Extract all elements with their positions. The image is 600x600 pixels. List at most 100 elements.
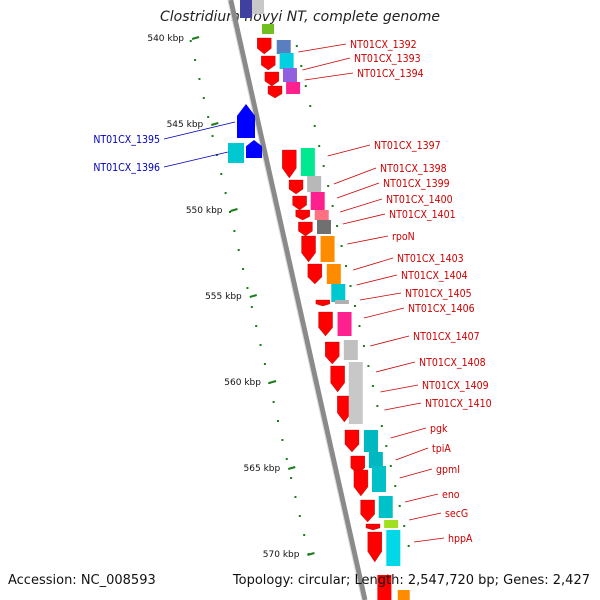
gene-block bbox=[314, 210, 329, 220]
tick-dot bbox=[224, 192, 227, 194]
gene-block bbox=[320, 236, 335, 262]
gene-block bbox=[343, 340, 358, 360]
gene-label-connector bbox=[333, 167, 377, 185]
gene-label: NT01CX_1408 bbox=[419, 357, 486, 369]
gene-label-connector bbox=[356, 274, 398, 286]
gene-label: eno bbox=[442, 489, 460, 501]
gene-label-connector bbox=[390, 427, 427, 439]
gene-label-connector bbox=[363, 307, 405, 319]
gene-label: tpiA bbox=[432, 443, 451, 455]
gene-arrow-forward bbox=[257, 37, 272, 55]
major-tick bbox=[230, 208, 238, 212]
tick-dot bbox=[194, 59, 197, 61]
tick-dot bbox=[318, 145, 321, 147]
gene-label-connector bbox=[304, 72, 354, 81]
gene-block bbox=[240, 0, 252, 18]
gene-arrow-forward bbox=[298, 221, 313, 237]
tick-label: 565 kbp bbox=[244, 464, 281, 474]
tick-label: 570 kbp bbox=[263, 550, 300, 560]
gene-label-connector bbox=[336, 182, 380, 199]
gene-arrow-forward bbox=[367, 531, 382, 563]
gene-arrow-reverse bbox=[246, 140, 262, 158]
gene-label-connector bbox=[298, 43, 347, 53]
gene-arrow-forward bbox=[330, 365, 345, 393]
tick-dot bbox=[358, 325, 361, 327]
major-tick bbox=[268, 380, 277, 384]
gene-label: pgk bbox=[430, 423, 448, 435]
gene-label: gpmI bbox=[436, 464, 460, 476]
gene-block bbox=[368, 452, 383, 468]
tick-dot bbox=[349, 285, 352, 287]
gene-label: NT01CX_1399 bbox=[383, 178, 450, 190]
tick-dot bbox=[376, 405, 379, 407]
gene-label-connector bbox=[163, 151, 229, 168]
tick-dot bbox=[362, 345, 365, 347]
gene-label: hppA bbox=[448, 533, 473, 545]
tick-label: 545 kbp bbox=[167, 120, 204, 130]
gene-label-connector bbox=[409, 512, 442, 521]
gene-block bbox=[252, 0, 264, 14]
gene-arrow-forward bbox=[301, 235, 316, 263]
tick-dot bbox=[198, 78, 201, 80]
gene-arrow-forward bbox=[344, 429, 360, 453]
tick-dot bbox=[290, 477, 293, 479]
gene-label-connector bbox=[380, 384, 419, 393]
tick-dot bbox=[336, 225, 339, 227]
tick-label: 560 kbp bbox=[224, 378, 261, 388]
gene-block bbox=[386, 530, 401, 566]
major-tick bbox=[249, 294, 258, 298]
gene-block bbox=[384, 520, 399, 528]
tick-label: 540 kbp bbox=[147, 34, 184, 44]
map-title: Clostridium novyi NT, complete genome bbox=[159, 9, 441, 25]
gene-label: NT01CX_1405 bbox=[405, 288, 472, 300]
tick-dot bbox=[246, 287, 249, 289]
gene-block bbox=[331, 284, 346, 302]
gene-label-connector bbox=[413, 537, 445, 543]
gene-label-connector bbox=[370, 335, 410, 347]
gene-block bbox=[276, 40, 291, 54]
tick-dot bbox=[281, 439, 284, 441]
gene-label-connector bbox=[342, 213, 386, 225]
gene-block bbox=[363, 430, 378, 452]
gene-label: rpoN bbox=[392, 231, 415, 243]
gene-label-connector bbox=[375, 361, 416, 373]
gene-block bbox=[310, 192, 325, 210]
gene-label-connector bbox=[340, 198, 383, 213]
gene-block bbox=[378, 496, 393, 518]
tick-dot bbox=[242, 268, 245, 270]
tick-dot bbox=[331, 205, 334, 207]
tick-dot bbox=[367, 365, 370, 367]
tick-dot bbox=[207, 116, 210, 118]
gene-block bbox=[397, 590, 410, 600]
tick-dot bbox=[298, 515, 301, 517]
tick-dot bbox=[237, 249, 240, 251]
gene-labels: NT01CX_1392 NT01CX_1393 NT01CX_1394 NT01CX_… bbox=[93, 39, 491, 545]
gene-label: NT01CX_1393 bbox=[354, 53, 421, 65]
gene-label: NT01CX_1407 bbox=[413, 331, 480, 343]
gene-block bbox=[262, 24, 274, 34]
gene-label: secG bbox=[445, 508, 468, 520]
gene-arrow-forward bbox=[365, 523, 381, 531]
tick-dot bbox=[380, 425, 383, 427]
tick-dot bbox=[340, 245, 343, 247]
gene-block bbox=[326, 264, 341, 284]
gene-label: NT01CX_1396 bbox=[93, 162, 160, 174]
gene-arrow-forward bbox=[318, 311, 333, 337]
tick-dot bbox=[394, 485, 397, 487]
major-tick bbox=[307, 552, 315, 556]
tick-dot bbox=[371, 385, 374, 387]
gene-arrow-forward bbox=[288, 179, 304, 195]
tick-dot bbox=[202, 97, 205, 99]
tick-dot bbox=[398, 505, 401, 507]
tick-dot bbox=[259, 344, 262, 346]
gene-label: NT01CX_1398 bbox=[380, 163, 447, 175]
tick-dot bbox=[300, 65, 303, 67]
gene-label-connector bbox=[353, 257, 394, 271]
gene-arrow-forward bbox=[264, 71, 280, 87]
gene-label-connector bbox=[347, 235, 389, 245]
tick-dot bbox=[407, 545, 410, 547]
gene-label-connector bbox=[395, 447, 429, 461]
gene-label-connector bbox=[302, 57, 351, 71]
